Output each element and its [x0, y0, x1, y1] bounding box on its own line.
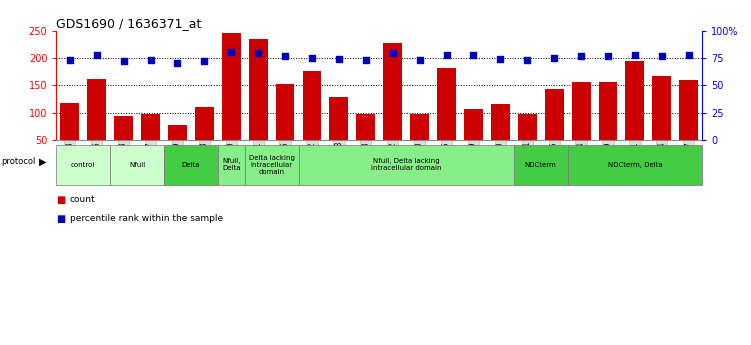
Text: Nfull,
Delta: Nfull, Delta	[222, 158, 240, 171]
Bar	[249, 39, 267, 140]
Bar	[168, 125, 187, 140]
Text: GDS1690 / 1636371_at: GDS1690 / 1636371_at	[56, 17, 202, 30]
Point	[656, 53, 668, 59]
Point	[91, 52, 103, 58]
Point	[602, 53, 614, 59]
Bar	[680, 80, 698, 140]
Text: ■: ■	[56, 195, 65, 205]
Point	[441, 52, 453, 58]
Bar	[464, 109, 483, 140]
Point	[64, 58, 76, 63]
Point	[548, 56, 560, 61]
Text: NDCterm: NDCterm	[525, 162, 556, 168]
Text: ■: ■	[56, 214, 65, 224]
Point	[521, 58, 533, 63]
Bar	[276, 84, 294, 140]
Text: Nfull, Delta lacking
intracellular domain: Nfull, Delta lacking intracellular domai…	[371, 158, 442, 171]
Point	[414, 58, 426, 63]
Point	[683, 52, 695, 58]
Bar	[572, 81, 590, 140]
Point	[252, 50, 264, 56]
Point	[575, 53, 587, 59]
Text: Nfull: Nfull	[129, 162, 145, 168]
Bar	[222, 33, 240, 140]
Bar	[114, 116, 133, 140]
Text: NDCterm, Delta: NDCterm, Delta	[608, 162, 662, 168]
Bar	[491, 105, 510, 140]
Point	[198, 59, 210, 64]
Text: control: control	[71, 162, 95, 168]
Text: protocol: protocol	[2, 157, 36, 166]
Bar	[410, 114, 429, 140]
Point	[629, 52, 641, 58]
Point	[171, 60, 183, 65]
Bar	[87, 79, 106, 140]
Bar	[60, 103, 79, 140]
Text: Delta lacking
intracellular
domain: Delta lacking intracellular domain	[249, 155, 294, 175]
Bar	[437, 68, 456, 140]
Point	[225, 49, 237, 55]
Bar	[330, 97, 348, 140]
Bar	[195, 107, 214, 140]
Bar	[626, 61, 644, 140]
Bar	[383, 43, 402, 140]
Bar	[303, 71, 321, 140]
Point	[144, 58, 156, 63]
Text: percentile rank within the sample: percentile rank within the sample	[70, 214, 223, 223]
Bar	[141, 114, 160, 140]
Text: count: count	[70, 195, 95, 204]
Point	[118, 59, 130, 64]
Bar	[544, 89, 563, 140]
Text: Delta: Delta	[182, 162, 200, 168]
Bar	[357, 114, 376, 140]
Point	[279, 53, 291, 59]
Point	[494, 57, 506, 62]
Text: ▶: ▶	[39, 156, 47, 166]
Point	[360, 58, 372, 63]
Point	[387, 50, 399, 56]
Point	[306, 56, 318, 61]
Bar	[599, 81, 617, 140]
Bar	[653, 76, 671, 140]
Point	[333, 57, 345, 62]
Point	[467, 52, 479, 58]
Bar	[518, 114, 537, 140]
